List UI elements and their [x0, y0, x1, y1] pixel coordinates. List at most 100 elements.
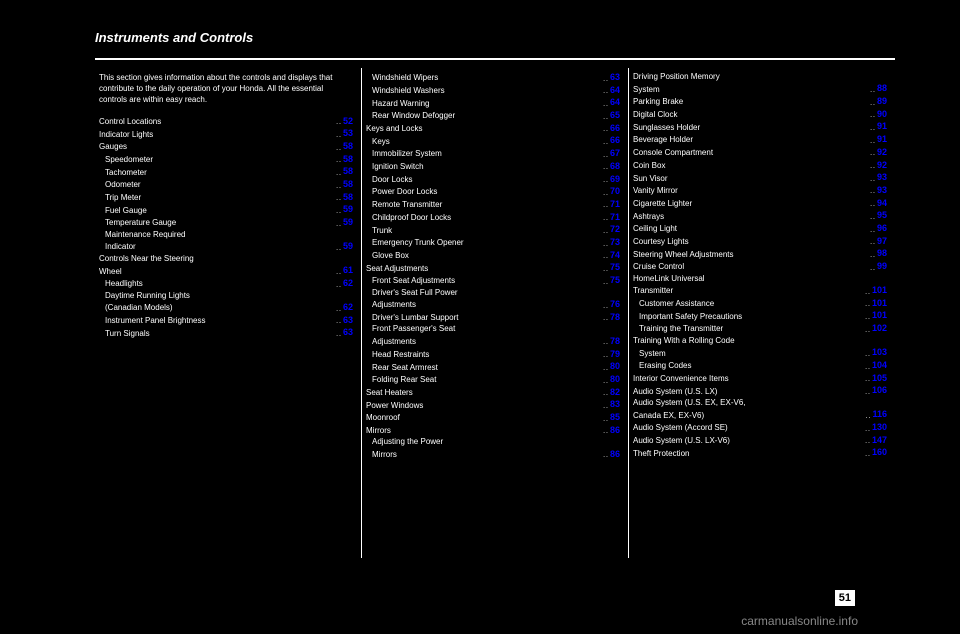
entry-page[interactable]: 59 [343, 217, 353, 229]
entry-page[interactable]: 101 [872, 285, 887, 297]
entry-page[interactable]: 66 [610, 135, 620, 147]
toc-entry: Front Seat Adjustments..75 [366, 275, 620, 287]
entry-page[interactable]: 101 [872, 298, 887, 310]
entry-page[interactable]: 83 [610, 399, 620, 411]
entry-page[interactable]: 103 [872, 347, 887, 359]
entry-page[interactable]: 85 [610, 412, 620, 424]
entry-page[interactable]: 96 [877, 223, 887, 235]
entry-dots: .. [603, 125, 609, 134]
entry-page[interactable]: 58 [343, 179, 353, 191]
entry-label: Parking Brake [633, 97, 869, 107]
entry-page[interactable]: 63 [343, 327, 353, 339]
entry-page[interactable]: 65 [610, 110, 620, 122]
entry-page[interactable]: 104 [872, 360, 887, 372]
entry-page[interactable]: 59 [343, 204, 353, 216]
entry-label: Front Seat Adjustments [366, 276, 602, 286]
entry-page[interactable]: 73 [610, 237, 620, 249]
entry-page[interactable]: 74 [610, 250, 620, 262]
entry-page[interactable]: 90 [877, 109, 887, 121]
entry-page[interactable]: 101 [872, 310, 887, 322]
entry-page[interactable]: 78 [610, 312, 620, 324]
entry-page[interactable]: 62 [343, 302, 353, 314]
entry-page[interactable]: 93 [877, 185, 887, 197]
entry-page[interactable]: 130 [872, 422, 887, 434]
entry-page[interactable]: 94 [877, 198, 887, 210]
entry-page[interactable]: 106 [872, 385, 887, 397]
entry-page[interactable]: 64 [610, 97, 620, 109]
toc-entry: Power Door Locks..70 [366, 186, 620, 198]
toc-entry: Emergency Trunk Opener..73 [366, 237, 620, 249]
entry-page[interactable]: 78 [610, 336, 620, 348]
entry-page[interactable]: 80 [610, 374, 620, 386]
entry-page[interactable]: 66 [610, 123, 620, 135]
entry-label: Head Restraints [366, 350, 602, 360]
entry-label: Temperature Gauge [99, 218, 335, 228]
entry-page[interactable]: 93 [877, 172, 887, 184]
entry-page[interactable]: 76 [610, 299, 620, 311]
entry-page[interactable]: 147 [872, 435, 887, 447]
entry-page[interactable]: 86 [610, 425, 620, 437]
toc-entry: Theft Protection..160 [633, 447, 887, 459]
page-number: 51 [835, 590, 855, 606]
entry-page[interactable]: 75 [610, 275, 620, 287]
entry-page[interactable]: 67 [610, 148, 620, 160]
entry-label: Vanity Mirror [633, 186, 869, 196]
entry-page[interactable]: 116 [872, 409, 887, 421]
entry-page[interactable]: 79 [610, 349, 620, 361]
entry-label: Sunglasses Holder [633, 123, 869, 133]
entry-page[interactable]: 58 [343, 154, 353, 166]
entry-page[interactable]: 52 [343, 116, 353, 128]
entry-page[interactable]: 82 [610, 387, 620, 399]
entry-page[interactable]: 63 [343, 315, 353, 327]
entry-page[interactable]: 88 [877, 83, 887, 95]
entry-dots: .. [603, 377, 609, 386]
entry-page[interactable]: 53 [343, 128, 353, 140]
entry-page[interactable]: 59 [343, 241, 353, 253]
entry-page[interactable]: 64 [610, 85, 620, 97]
entry-page[interactable]: 91 [877, 121, 887, 133]
entry-page[interactable]: 61 [343, 265, 353, 277]
entry-page[interactable]: 72 [610, 224, 620, 236]
entry-page[interactable]: 63 [610, 72, 620, 84]
entry-dots: .. [336, 118, 342, 127]
entry-page[interactable]: 102 [872, 323, 887, 335]
toc-entry: Door Locks..69 [366, 174, 620, 186]
entry-dots: .. [865, 326, 871, 335]
entry-page[interactable]: 98 [877, 248, 887, 260]
entry-page[interactable]: 62 [343, 278, 353, 290]
entry-page[interactable]: 105 [872, 373, 887, 385]
entry-dots: .. [603, 163, 609, 172]
entry-dots: .. [865, 388, 871, 397]
entry-page[interactable]: 95 [877, 210, 887, 222]
entry-page[interactable]: 160 [872, 447, 887, 459]
entry-label: (Canadian Models) [99, 303, 335, 313]
toc-entry: Windshield Wipers..63 [366, 72, 620, 84]
entry-page[interactable]: 99 [877, 261, 887, 273]
entry-dots: .. [603, 415, 609, 424]
entry-dots: .. [603, 314, 609, 323]
entry-page[interactable]: 92 [877, 147, 887, 159]
entry-dots: .. [336, 156, 342, 165]
entry-page[interactable]: 71 [610, 199, 620, 211]
entry-page[interactable]: 89 [877, 96, 887, 108]
entry-page[interactable]: 92 [877, 160, 887, 172]
entry-label: Transmitter [633, 286, 864, 296]
entry-label: Maintenance Required [99, 230, 353, 240]
entry-page[interactable]: 68 [610, 161, 620, 173]
entry-page[interactable]: 58 [343, 166, 353, 178]
entry-page[interactable]: 70 [610, 186, 620, 198]
entry-page[interactable]: 58 [343, 141, 353, 153]
entry-page[interactable]: 86 [610, 449, 620, 461]
entry-dots: .. [336, 244, 342, 253]
toc-entry: Mirrors..86 [366, 425, 620, 437]
entry-label: Fuel Gauge [99, 206, 335, 216]
toc-entry: Cruise Control..99 [633, 261, 887, 273]
entry-page[interactable]: 71 [610, 212, 620, 224]
entry-page[interactable]: 69 [610, 174, 620, 186]
entry-page[interactable]: 80 [610, 361, 620, 373]
entry-page[interactable]: 58 [343, 192, 353, 204]
entry-page[interactable]: 75 [610, 262, 620, 274]
entry-page[interactable]: 97 [877, 236, 887, 248]
entry-label: Emergency Trunk Opener [366, 238, 602, 248]
entry-page[interactable]: 91 [877, 134, 887, 146]
